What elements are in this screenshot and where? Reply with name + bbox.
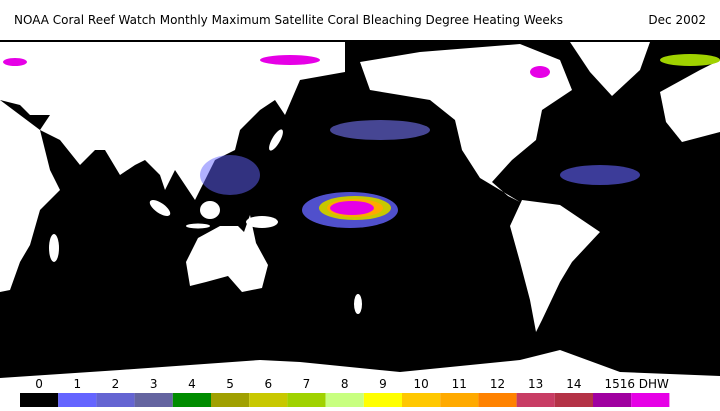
color-swatch	[134, 393, 173, 407]
arctic-patch	[530, 66, 550, 78]
arctic-patch	[660, 54, 720, 66]
color-swatch	[20, 393, 59, 407]
hotspot-core	[330, 201, 374, 215]
color-swatch	[554, 393, 593, 407]
arctic-patch	[3, 58, 27, 66]
north-pacific-patch	[330, 120, 430, 140]
color-swatch	[516, 393, 555, 407]
africa	[0, 100, 60, 292]
south-america	[510, 200, 600, 332]
borneo	[200, 201, 220, 219]
japan	[269, 129, 283, 151]
title: NOAA Coral Reef Watch Monthly Maximum Sa…	[14, 13, 563, 27]
atlantic-patch	[560, 165, 640, 185]
colorbar-label: 15	[604, 377, 619, 391]
greenland	[570, 42, 650, 96]
sumatra	[149, 199, 171, 217]
color-swatch	[96, 393, 135, 407]
europe	[660, 60, 720, 142]
color-swatch	[325, 393, 364, 407]
color-swatch	[249, 393, 288, 407]
colorbar-label: 7	[303, 377, 311, 391]
colorbar-label: 9	[379, 377, 387, 391]
colorbar-label: 10	[413, 377, 428, 391]
color-swatch	[631, 393, 670, 407]
antarctica	[0, 350, 720, 390]
color-swatch	[172, 393, 211, 407]
colorbar-label: 16 DHW	[620, 377, 669, 391]
colorbar-label: 0	[35, 377, 43, 391]
colorbar-label: 4	[188, 377, 196, 391]
colorbar-label: 13	[528, 377, 543, 391]
colorbar-label: 1	[73, 377, 81, 391]
colorbar-label: 5	[226, 377, 234, 391]
colorbar-label: 6	[264, 377, 272, 391]
color-swatch	[402, 393, 441, 407]
colorbar-label: 3	[150, 377, 158, 391]
color-swatch	[58, 393, 97, 407]
color-swatch	[478, 393, 517, 407]
colorbar-label: 12	[490, 377, 505, 391]
color-swatch	[440, 393, 479, 407]
map	[0, 40, 720, 390]
color-swatch	[593, 393, 632, 407]
date: Dec 2002	[648, 13, 706, 27]
north-america	[360, 44, 572, 202]
australia	[186, 215, 268, 292]
arctic-patch	[260, 55, 320, 65]
colorbar-label: 14	[566, 377, 581, 391]
color-swatch	[211, 393, 250, 407]
madagascar	[49, 234, 59, 262]
new-guinea	[246, 216, 278, 228]
new-zealand	[354, 294, 362, 314]
color-swatch	[363, 393, 402, 407]
colorbar: 0 1 2 3 4 5 6 7 8 9 10 11 12 13 14 15 16 DHW	[20, 377, 670, 407]
colorbar-label: 11	[452, 377, 467, 391]
java	[186, 223, 210, 229]
west-pacific-patch	[200, 155, 260, 195]
colorbar-label: 8	[341, 377, 349, 391]
eurasia	[0, 42, 345, 200]
color-swatch	[287, 393, 326, 407]
colorbar-label: 2	[112, 377, 120, 391]
